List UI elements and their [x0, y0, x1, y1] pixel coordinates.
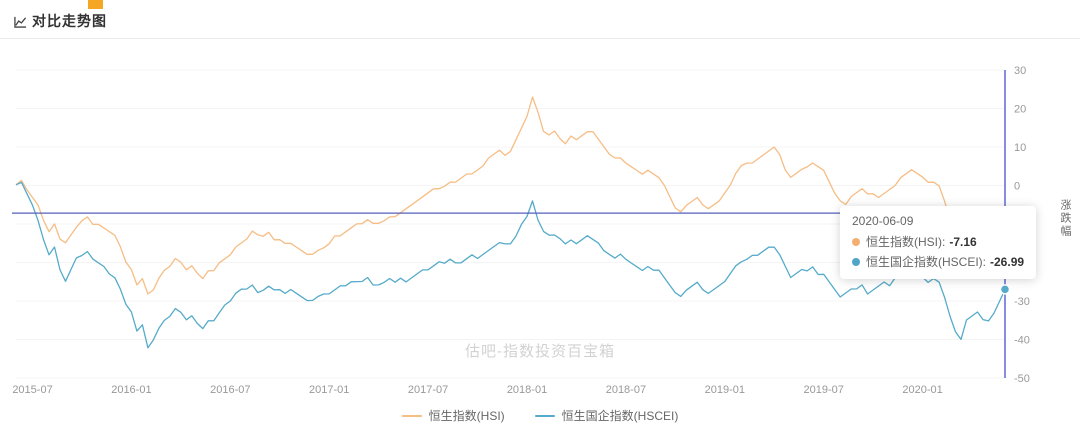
x-axis-tick: 2019-07 — [804, 384, 844, 396]
chart-header: 对比走势图 — [14, 11, 107, 31]
x-axis-tick: 2017-01 — [309, 384, 349, 396]
y-axis-tick: -40 — [1014, 335, 1030, 347]
x-axis-tick: 2017-07 — [408, 384, 448, 396]
tooltip-row-hscei: 恒生国企指数(HSCEI): -26.99 — [852, 253, 1024, 270]
tooltip-hscei-label: 恒生国企指数(HSCEI): — [866, 255, 987, 269]
y-axis-tick: 0 — [1014, 181, 1020, 193]
series-line-hscei — [15, 181, 1006, 349]
x-axis-tick: 2019-01 — [705, 384, 745, 396]
y-axis-tick: -30 — [1014, 296, 1030, 308]
yellow-marker — [88, 0, 103, 9]
tooltip-hsi-value: -7.16 — [949, 234, 977, 249]
x-axis-tick: 2015-07 — [12, 384, 52, 396]
hsi-series-dot-icon — [852, 237, 860, 246]
page-title: 对比走势图 — [32, 13, 107, 29]
x-axis-tick: 2018-01 — [507, 384, 547, 396]
x-axis-tick: 2016-07 — [210, 384, 250, 396]
legend-item-hsi[interactable]: 恒生指数(HSI) — [401, 407, 505, 424]
current-point-hscei — [999, 284, 1011, 295]
tooltip-date: 2020-06-09 — [852, 214, 914, 228]
legend-label-hscei: 恒生国企指数(HSCEI) — [561, 409, 679, 423]
hscei-series-dot-icon — [852, 257, 860, 266]
tooltip: 2020-06-09 恒生指数(HSI): -7.16 恒生国企指数(HSCEI… — [840, 206, 1037, 279]
tooltip-hscei-value: -26.99 — [990, 254, 1025, 269]
y-axis-tick: 10 — [1014, 142, 1026, 154]
x-axis-tick: 2018-07 — [606, 384, 646, 396]
legend: 恒生指数(HSI) 恒生国企指数(HSCEI) — [0, 407, 1080, 424]
hsi-line-marker-icon — [401, 414, 422, 417]
trend-chart-icon — [14, 16, 27, 28]
hscei-line-marker-icon — [534, 414, 555, 417]
tooltip-row-hsi: 恒生指数(HSI): -7.16 — [852, 233, 1024, 250]
header-divider — [0, 38, 1080, 39]
legend-label-hsi: 恒生指数(HSI) — [428, 409, 505, 423]
legend-item-hscei[interactable]: 恒生国企指数(HSCEI) — [534, 407, 679, 424]
y-axis-tick: 20 — [1014, 104, 1026, 116]
x-axis-tick: 2016-01 — [111, 384, 151, 396]
y-axis-title: 涨跌幅 — [1059, 199, 1071, 238]
tooltip-hsi-label: 恒生指数(HSI): — [866, 235, 946, 249]
x-axis-tick: 2020-01 — [902, 384, 942, 396]
y-axis-tick: 30 — [1014, 65, 1026, 77]
y-axis-tick: -50 — [1014, 373, 1030, 385]
series-line-hsi — [15, 96, 1006, 295]
